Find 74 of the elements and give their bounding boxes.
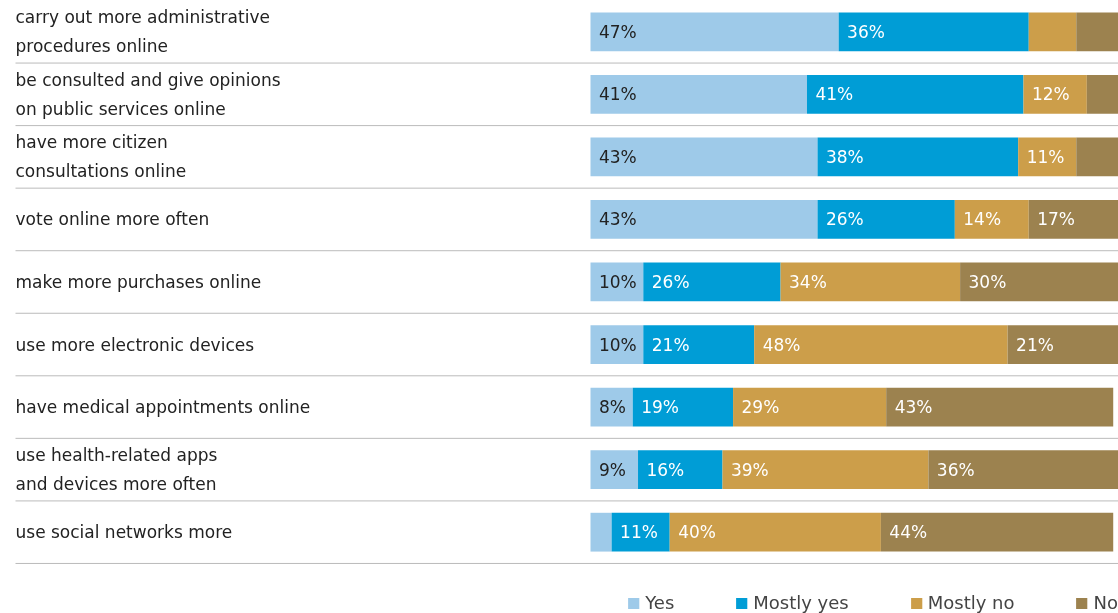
data-label: 43%	[894, 397, 933, 418]
y-tick-label: use health-related apps and devices more often	[15, 445, 218, 495]
bar	[643, 325, 755, 364]
y-tick-label: vote online more often	[15, 209, 210, 230]
bar	[780, 262, 961, 302]
data-label: 41%	[815, 84, 854, 105]
bar	[817, 200, 955, 239]
y-tick-label: use more electronic devices	[15, 334, 255, 355]
bar	[960, 262, 1118, 302]
legend-label: Yes	[645, 592, 675, 613]
bar	[722, 450, 929, 490]
bar	[1076, 12, 1118, 52]
bar	[817, 137, 1019, 177]
data-label: 17%	[1037, 209, 1075, 230]
bar	[954, 200, 1029, 239]
bar	[886, 387, 1114, 427]
legend-label: Mostly no	[927, 592, 1015, 613]
bar	[1007, 325, 1118, 364]
bar	[590, 512, 612, 552]
bar	[590, 74, 807, 114]
bar	[806, 74, 1024, 114]
y-tick-label: use social networks more	[15, 522, 233, 543]
bar	[611, 512, 670, 552]
y-tick-label: make more purchases online	[15, 271, 262, 292]
data-label: 47%	[598, 21, 637, 42]
data-label: 21%	[1016, 334, 1054, 355]
bar	[638, 450, 723, 490]
bar	[1023, 74, 1087, 114]
bar	[1018, 137, 1077, 177]
data-label: 21%	[651, 334, 690, 355]
data-label: 11%	[620, 522, 658, 543]
data-label: 36%	[847, 21, 885, 42]
bar	[928, 450, 1118, 490]
data-label: 19%	[641, 397, 679, 418]
data-label: 16%	[646, 459, 685, 480]
data-label: 34%	[789, 271, 827, 292]
legend-label: No	[1093, 592, 1118, 613]
data-label: 43%	[598, 209, 637, 230]
data-label: 26%	[825, 209, 864, 230]
data-label: 26%	[651, 271, 690, 292]
data-label: 40%	[678, 522, 716, 543]
bar	[1028, 200, 1118, 239]
bar	[733, 387, 887, 427]
bar	[669, 512, 881, 552]
data-label: 38%	[825, 146, 864, 167]
data-label: 12%	[1031, 84, 1070, 105]
data-label: 48%	[762, 334, 801, 355]
data-label: 41%	[598, 84, 637, 105]
bar	[838, 12, 1029, 52]
bar	[643, 262, 781, 302]
bar	[754, 325, 1008, 364]
bar	[590, 137, 818, 177]
data-label: 36%	[936, 459, 975, 480]
bar	[1086, 74, 1118, 114]
bar	[632, 387, 734, 427]
bar	[590, 200, 818, 239]
data-label: 9%	[598, 459, 626, 480]
data-label: 29%	[741, 397, 780, 418]
data-label: 30%	[968, 271, 1007, 292]
data-label: 8%	[598, 397, 626, 418]
y-tick-label: have medical appointments online	[15, 397, 311, 418]
bar	[1076, 137, 1118, 177]
data-label: 14%	[963, 209, 1002, 230]
data-label: 43%	[598, 146, 637, 167]
bar	[880, 512, 1114, 552]
data-label: 44%	[889, 522, 928, 543]
bar	[1028, 12, 1077, 52]
legend-label: Mostly yes	[753, 592, 849, 613]
bar	[590, 12, 839, 52]
data-label: 39%	[730, 459, 769, 480]
data-label: 10%	[598, 334, 637, 355]
data-label: 11%	[1026, 146, 1065, 167]
data-label: 10%	[598, 271, 637, 292]
y-tick-label: have more citizen consultations online	[15, 132, 187, 182]
